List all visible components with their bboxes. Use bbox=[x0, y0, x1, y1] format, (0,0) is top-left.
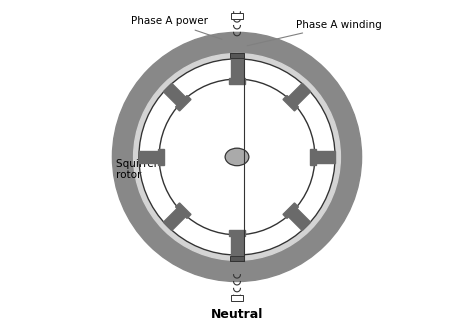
Ellipse shape bbox=[225, 148, 249, 166]
FancyBboxPatch shape bbox=[175, 96, 191, 111]
Circle shape bbox=[112, 32, 362, 281]
FancyBboxPatch shape bbox=[158, 149, 164, 165]
FancyBboxPatch shape bbox=[231, 236, 243, 255]
FancyBboxPatch shape bbox=[283, 203, 299, 218]
FancyBboxPatch shape bbox=[229, 230, 245, 236]
FancyBboxPatch shape bbox=[316, 151, 335, 163]
Bar bbox=[230, 53, 244, 58]
FancyBboxPatch shape bbox=[289, 84, 310, 105]
FancyBboxPatch shape bbox=[164, 84, 185, 105]
Bar bbox=[231, 13, 243, 19]
Circle shape bbox=[134, 54, 340, 260]
Bar bbox=[231, 295, 243, 301]
Circle shape bbox=[159, 79, 315, 235]
Text: Phase A power: Phase A power bbox=[131, 17, 222, 39]
Text: Phase A winding: Phase A winding bbox=[247, 20, 382, 46]
FancyBboxPatch shape bbox=[289, 208, 310, 230]
FancyBboxPatch shape bbox=[283, 96, 299, 111]
FancyBboxPatch shape bbox=[175, 203, 191, 218]
FancyBboxPatch shape bbox=[164, 208, 185, 230]
FancyBboxPatch shape bbox=[229, 78, 245, 84]
Bar bbox=[230, 256, 244, 261]
Text: Neutral: Neutral bbox=[211, 308, 263, 321]
Text: Squirrel Cage
rotor: Squirrel Cage rotor bbox=[116, 155, 186, 180]
FancyBboxPatch shape bbox=[139, 151, 158, 163]
FancyBboxPatch shape bbox=[231, 59, 243, 78]
Circle shape bbox=[139, 59, 335, 255]
FancyBboxPatch shape bbox=[310, 149, 316, 165]
